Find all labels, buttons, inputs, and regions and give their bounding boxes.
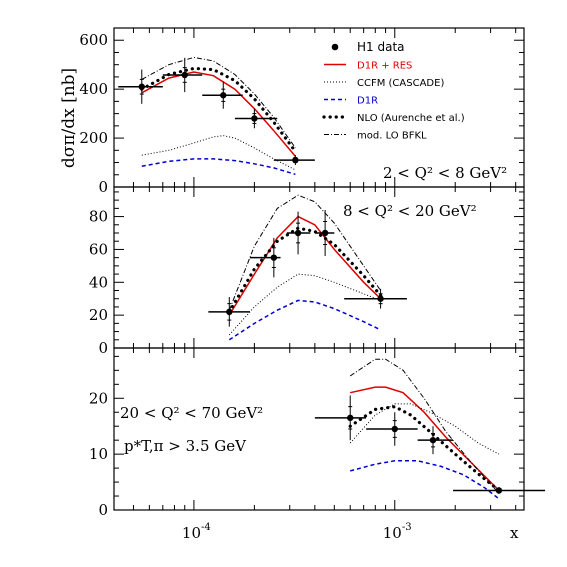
x-tick-exponent: -3 [402,522,412,533]
h1-data-point [270,254,278,261]
q2-range-bottom: 20 < Q² < 70 GeV² [120,404,263,422]
y-tick-label: 20 [89,306,108,324]
y-tick-label: 10 [89,445,108,463]
h1-data-point [251,115,258,122]
h1-data-point [292,156,299,164]
h1-data-point [138,83,145,90]
y-tick-label: 0 [98,339,108,357]
curve-ccfm [228,273,381,336]
h1-data-point [429,436,437,444]
legend-label-bfkl: mod. LO BFKL [357,131,427,142]
h1-data-point [347,414,354,422]
x-tick-exponent: -4 [201,522,211,533]
legend-marker-h1 [331,43,339,51]
legend-label-h1: H1 data [357,40,405,54]
curve-bfkl [141,56,296,149]
h1-data-point [226,308,233,316]
legend-label-d1r_res: D1R + RES [357,61,412,72]
x-tick-label: 10-4 [182,522,211,542]
y-tick-label: 60 [89,240,108,258]
panel-bottom: 0 10 20 10-4 10-3 [89,347,546,542]
x-tick-label: 10-3 [383,522,412,542]
panel-frame [113,347,525,511]
curve-d1r_res [350,386,500,491]
y-tick-label: 200 [79,129,108,147]
y-tick-label: 40 [89,273,108,291]
curve-bfkl [349,358,500,494]
curve-d1r [228,299,381,341]
panel-middle: 0 20 40 60 80 [89,186,525,357]
curve-d1r [350,460,500,500]
y-tick-label: 400 [79,80,108,98]
legend-label-nlo: NLO (Aurenche et al.) [357,113,465,124]
h1-data-point [377,295,384,302]
legend-label-d1r: D1R [357,96,378,107]
legend: H1 data D1R + RES CCFM (CASCADE) D1R NLO (Au… [322,40,465,142]
curve-d1r_res [141,71,296,157]
h1-data-point [181,71,188,79]
h1-data-point [321,229,329,237]
h1-data-point [294,229,302,237]
curve-ccfm [141,135,296,171]
curve-nlo [348,405,501,492]
x-axis-label: x [510,524,519,542]
y-tick-label: 600 [79,31,108,49]
y-tick-label: 0 [98,501,108,519]
pt-cut-label: p*T,π > 3.5 GeV [124,437,247,455]
curve-nlo [227,226,383,314]
h1-data-point [495,487,503,494]
curve-d1r_res [228,215,382,316]
q2-range-top: 2 < Q² < 8 GeV² [383,164,507,182]
curve-d1r [141,158,296,176]
h1-data-point [391,425,398,433]
y-tick-label: 80 [89,208,108,226]
legend-label-ccfm: CCFM (CASCADE) [357,78,444,89]
y-tick-label: 0 [98,178,108,196]
h1-data-point [220,92,227,99]
curve-bfkl [228,194,382,311]
y-tick-label: 20 [89,389,108,407]
q2-range-middle: 8 < Q² < 20 GeV² [343,202,477,220]
y-axis-label: dσπ/dx [nb] [59,68,79,168]
